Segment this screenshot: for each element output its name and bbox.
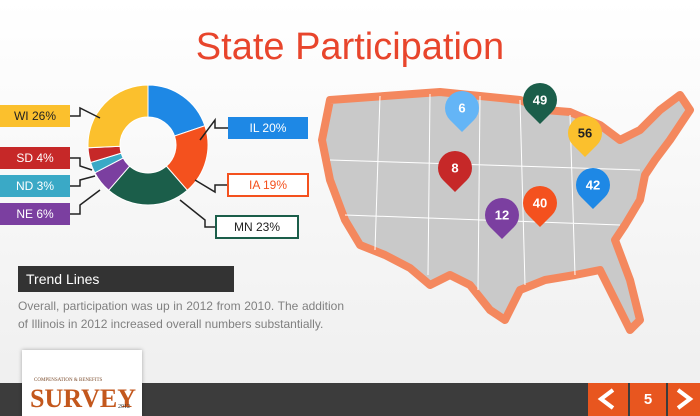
data-label: NE 6% xyxy=(16,207,54,221)
data-label: SD 4% xyxy=(16,151,54,165)
logo-main: SURVEY xyxy=(30,384,136,413)
pin-label: 40 xyxy=(533,195,547,210)
pin-label: 42 xyxy=(586,177,600,192)
map-pin xyxy=(523,186,557,228)
label-box xyxy=(0,203,70,225)
leader-line xyxy=(70,106,101,119)
logo: COMPENSATION & BENEFITS SURVEY 2012 xyxy=(22,350,142,416)
slide-title: State Participation xyxy=(195,26,505,68)
leader-line xyxy=(199,117,228,141)
map-pin xyxy=(568,116,602,158)
label-box xyxy=(228,117,308,139)
label-box xyxy=(0,105,70,127)
label-box xyxy=(227,173,309,197)
map-pin xyxy=(438,150,472,193)
data-label: ND 3% xyxy=(16,179,54,193)
leader-line xyxy=(194,179,228,194)
leader-line xyxy=(70,189,101,215)
map-pin xyxy=(576,168,611,210)
donut-slice xyxy=(87,84,149,149)
map-pin xyxy=(445,91,480,133)
page-number: 5 xyxy=(630,383,666,416)
label-box xyxy=(0,175,70,197)
leader-line xyxy=(70,157,93,171)
pin-label: 6 xyxy=(458,100,465,115)
label-box xyxy=(0,147,70,169)
leader-line xyxy=(70,175,96,187)
pin-label: 12 xyxy=(495,207,509,222)
pin-label: 56 xyxy=(578,125,592,140)
leader-line xyxy=(179,199,216,228)
pin-label: 49 xyxy=(533,92,547,107)
section-text: Overall, participation was up in 2012 fr… xyxy=(18,299,344,331)
data-label: WI 26% xyxy=(14,109,56,123)
data-label: IL 20% xyxy=(250,121,287,135)
label-box xyxy=(215,215,299,239)
pin-label: 8 xyxy=(451,160,458,175)
map-pin xyxy=(485,198,519,240)
state-lines xyxy=(329,93,641,291)
map-pin xyxy=(523,83,557,125)
logo-year: 2012 xyxy=(118,404,130,410)
data-label: MN 23% xyxy=(234,220,280,234)
data-label: IA 19% xyxy=(249,178,287,192)
logo-tagline: COMPENSATION & BENEFITS xyxy=(34,378,103,383)
section-heading: Trend Lines xyxy=(18,266,234,292)
